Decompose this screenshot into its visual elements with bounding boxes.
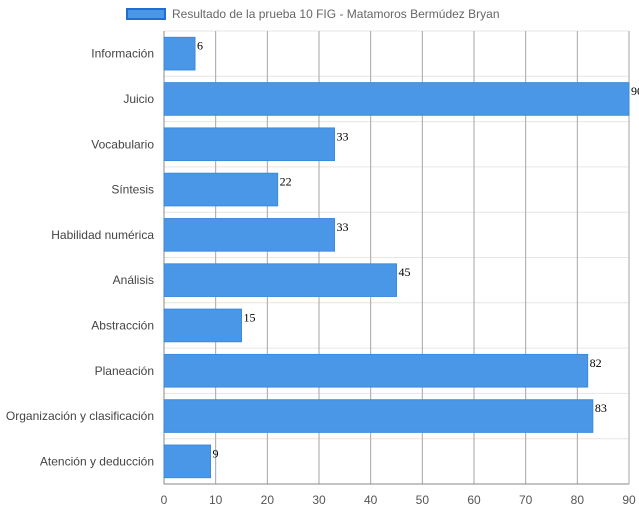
bar bbox=[163, 353, 589, 388]
data-label: 22 bbox=[280, 175, 292, 189]
category-label: Vocabulario bbox=[91, 137, 154, 151]
data-label: 82 bbox=[590, 356, 602, 370]
bar bbox=[163, 308, 242, 343]
x-tick-label: 40 bbox=[364, 493, 378, 507]
data-label: 45 bbox=[399, 265, 411, 279]
bar bbox=[163, 444, 211, 479]
legend-label: Resultado de la prueba 10 FIG - Matamoro… bbox=[172, 7, 500, 21]
data-label: 90 bbox=[631, 84, 639, 98]
data-label: 6 bbox=[197, 39, 203, 53]
bar bbox=[163, 172, 279, 207]
category-label: Síntesis bbox=[111, 183, 154, 197]
legend-swatch bbox=[126, 8, 166, 20]
bar bbox=[163, 36, 196, 71]
x-tick-label: 50 bbox=[416, 493, 430, 507]
bar bbox=[163, 263, 397, 297]
x-tick-label: 30 bbox=[312, 493, 326, 507]
x-tick-label: 80 bbox=[571, 493, 585, 507]
data-label: 9 bbox=[213, 446, 219, 460]
category-label: Información bbox=[91, 47, 154, 61]
bar bbox=[163, 82, 630, 116]
data-label: 33 bbox=[337, 220, 349, 234]
chart-legend[interactable]: Resultado de la prueba 10 FIG - Matamoro… bbox=[126, 6, 500, 22]
category-label: Planeación bbox=[95, 364, 154, 378]
category-label: Abstracción bbox=[91, 318, 154, 332]
x-tick-label: 70 bbox=[519, 493, 533, 507]
category-label: Juicio bbox=[123, 92, 154, 106]
x-tick-label: 10 bbox=[209, 493, 223, 507]
category-label: Habilidad numérica bbox=[51, 228, 154, 242]
x-tick-label: 20 bbox=[261, 493, 275, 507]
category-label: Análisis bbox=[113, 273, 154, 287]
x-tick-label: 0 bbox=[161, 493, 168, 507]
data-label: 33 bbox=[337, 129, 349, 143]
category-label: Organización y clasificación bbox=[6, 409, 154, 423]
bar bbox=[163, 399, 594, 433]
bar bbox=[163, 127, 335, 162]
data-label: 15 bbox=[244, 310, 256, 324]
x-tick-label: 90 bbox=[622, 493, 636, 507]
bar bbox=[163, 218, 335, 252]
data-label: 83 bbox=[595, 401, 607, 415]
x-tick-label: 60 bbox=[467, 493, 481, 507]
category-label: Atención y deducción bbox=[40, 454, 154, 468]
